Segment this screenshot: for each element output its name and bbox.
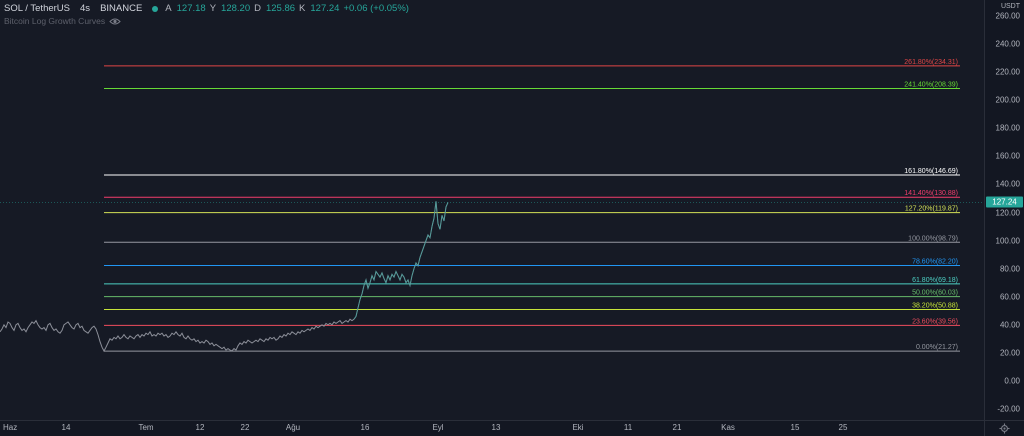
fib-level-label: 50.00%(60.03) — [912, 290, 958, 297]
low-value: 125.86 — [265, 3, 296, 14]
last-price-tag: 127.24 — [986, 196, 1023, 208]
time-tick-label: Kas — [721, 423, 735, 432]
close-label: K — [299, 3, 306, 14]
price-tick-label: 260.00 — [995, 11, 1020, 21]
chart-svg: 261.80%(234.31) 241.40%(208.39) 161.80%(14… — [0, 59, 984, 353]
fib-level-label: 61.80%(69.18) — [912, 277, 958, 284]
time-tick-label: Eki — [572, 423, 584, 432]
fib-level-label: 78.60%(82.20) — [912, 259, 958, 266]
gear-icon[interactable] — [999, 423, 1010, 434]
fib-level-label: 241.40%(208.39) — [904, 81, 958, 88]
price-tick-label: 180.00 — [995, 123, 1020, 133]
change-value: +0.06 (+0.05%) — [343, 3, 409, 14]
fib-level-label: 0.00%(21.27) — [916, 344, 958, 351]
price-tick-label: 100.00 — [995, 236, 1020, 246]
time-tick-label: 15 — [790, 423, 800, 432]
high-value: 128.20 — [221, 3, 251, 14]
high-label: Y — [209, 3, 217, 14]
indicator-legend[interactable]: Bitcoin Log Growth Curves — [4, 16, 121, 26]
price-tick-label: 140.00 — [995, 179, 1020, 189]
low-label: D — [254, 3, 261, 14]
price-tick-label: 40.00 — [999, 320, 1020, 330]
time-tick-label: Ağu — [285, 423, 301, 432]
time-tick-label: 13 — [491, 423, 501, 432]
price-axis[interactable]: USDT 260.00 240.00 220.00 200.00 180.00 160.0… — [984, 0, 1024, 420]
price-tick-label: 0.00 — [1004, 376, 1020, 386]
open-label: A — [165, 3, 172, 14]
open-value: 127.18 — [176, 3, 206, 14]
indicator-name[interactable]: Bitcoin Log Growth Curves — [4, 16, 106, 26]
price-tick-label: 160.00 — [995, 151, 1020, 161]
price-tick-label: -20.00 — [997, 404, 1020, 414]
price-tick-label: 240.00 — [995, 39, 1020, 49]
fib-level-label: 127.20%(119.87) — [905, 206, 958, 213]
time-tick-label: 22 — [240, 423, 250, 432]
axis-corner — [984, 420, 1024, 436]
fib-level-label: 161.80%(146.69) — [904, 168, 958, 175]
time-tick-label: Eyl — [432, 423, 444, 432]
chart-pane[interactable]: 261.80%(234.31) 241.40%(208.39) 161.80%(14… — [0, 0, 984, 420]
time-axis[interactable]: Haz 14 Tem 12 22 Ağu 16 Eyl 13 Eki 11 21 Kas 15 25 — [0, 420, 984, 436]
exchange-label: BINANCE — [100, 3, 143, 14]
time-tick-label: 14 — [61, 423, 71, 432]
time-tick-label: Tem — [138, 423, 154, 432]
fib-level-label: 261.80%(234.31) — [904, 59, 958, 66]
close-value: 127.24 — [310, 3, 340, 14]
fib-level-label: 38.20%(50.88) — [912, 303, 958, 310]
currency-label: USDT — [1000, 3, 1020, 10]
time-tick-label: 25 — [838, 423, 848, 432]
time-tick-label: Haz — [3, 423, 18, 432]
market-status-icon — [152, 5, 159, 12]
symbol-legend: SOL / TetherUS 4s BINANCE A 127.18 Y 128.2… — [4, 3, 409, 14]
eye-icon[interactable] — [109, 17, 121, 26]
time-tick-label: 11 — [623, 423, 633, 432]
symbol-name[interactable]: SOL / TetherUS — [4, 3, 71, 14]
interval-label[interactable]: 4s — [80, 3, 91, 14]
price-tick-label: 200.00 — [995, 95, 1020, 105]
time-tick-label: 12 — [195, 423, 205, 432]
fib-level-label: 100.00%(98.79) — [908, 235, 958, 242]
fib-level-label: 141.40%(130.88) — [904, 190, 958, 197]
price-tick-label: 60.00 — [999, 292, 1020, 302]
time-tick-label: 21 — [672, 423, 682, 432]
price-tick-label: 120.00 — [995, 208, 1020, 217]
time-tick-label: 16 — [360, 423, 370, 432]
price-tick-label: 20.00 — [999, 348, 1020, 358]
price-tick-label: 80.00 — [999, 264, 1020, 274]
price-tick-label: 220.00 — [995, 67, 1020, 77]
price-series-up-leg — [353, 201, 449, 320]
fib-level-label: 23.60%(39.56) — [912, 318, 958, 325]
